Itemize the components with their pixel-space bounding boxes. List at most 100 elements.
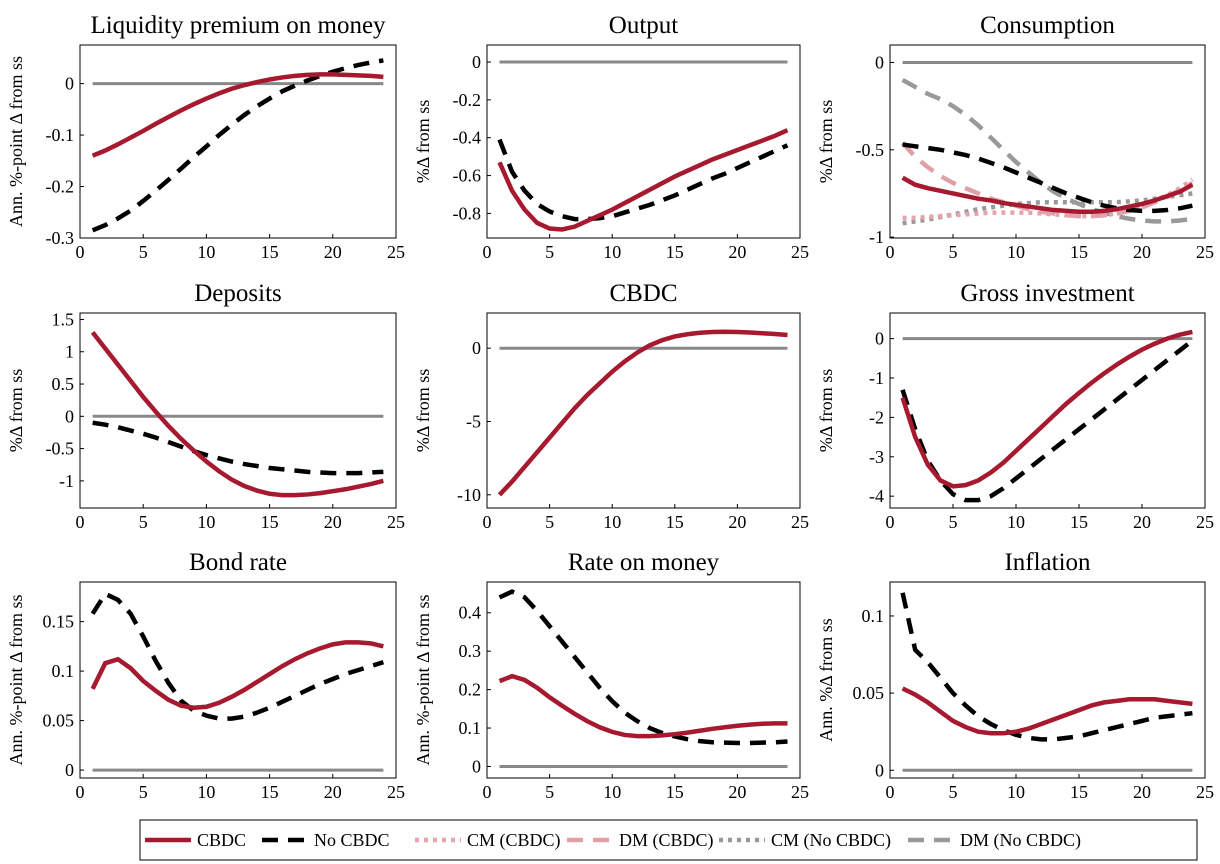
y-tick-label: 0.3 (459, 641, 482, 661)
x-tick-label: 20 (728, 512, 746, 532)
x-tick-label: 0 (483, 512, 492, 532)
x-tick-label: 25 (387, 512, 405, 532)
y-tick-label: 0 (472, 52, 481, 72)
y-tick-label: -5 (466, 411, 481, 431)
x-tick-label: 10 (197, 242, 215, 262)
x-tick-label: 20 (324, 512, 342, 532)
y-tick-label: -0.5 (856, 140, 885, 160)
x-tick-label: 0 (76, 512, 85, 532)
plot-area (487, 582, 800, 778)
y-tick-label: -1 (869, 368, 884, 388)
x-tick-label: 15 (666, 782, 684, 802)
y-tick-label: -0.2 (46, 177, 75, 197)
y-tick-label: 0.15 (43, 612, 75, 632)
x-tick-label: 15 (261, 512, 279, 532)
x-tick-label: 5 (545, 782, 554, 802)
y-tick-label: -1 (869, 227, 884, 247)
subplot: Inflation Ann. %Δ from ss 0 5 10 15 20 25 0 0.05 0… (816, 549, 1214, 802)
x-tick-label: 15 (666, 512, 684, 532)
subplot: Rate on money Ann. %-point Δ from ss 0 5 10 1… (413, 549, 809, 802)
y-tick-label: -4 (869, 486, 884, 506)
x-tick-label: 5 (949, 782, 958, 802)
legend-label: CM (No CBDC) (771, 830, 891, 851)
y-tick-label: -0.2 (453, 90, 482, 110)
x-tick-label: 20 (324, 242, 342, 262)
y-tick-label: 0 (875, 760, 884, 780)
x-tick-label: 10 (197, 512, 215, 532)
x-tick-label: 5 (949, 512, 958, 532)
y-tick-label: -0.6 (453, 166, 482, 186)
y-axis-label: Ann. %Δ from ss (816, 618, 836, 742)
x-tick-label: 0 (76, 782, 85, 802)
series-line (901, 175, 1194, 215)
series-line (901, 77, 1193, 224)
y-tick-label: 0 (65, 406, 74, 426)
y-tick-label: 1.5 (52, 309, 75, 329)
x-tick-label: 5 (545, 242, 554, 262)
subplot: Liquidity premium on money Ann. %-point Δ… (6, 12, 405, 262)
series-line (90, 591, 385, 721)
x-tick-label: 0 (483, 242, 492, 262)
axes-box (486, 44, 801, 239)
series-line (497, 138, 789, 222)
legend-label: CM (CBDC) (467, 830, 561, 851)
x-tick-label: 0 (483, 782, 492, 802)
legend-label: CBDC (197, 830, 246, 850)
x-tick-label: 10 (1007, 512, 1025, 532)
axes-box (79, 312, 397, 509)
subplot-title: Inflation (1004, 549, 1091, 576)
y-tick-label: 0.1 (862, 606, 885, 626)
x-tick-label: 20 (728, 242, 746, 262)
y-axis-label: %Δ from ss (816, 100, 836, 184)
y-tick-label: 0 (472, 756, 481, 776)
x-tick-label: 25 (387, 242, 405, 262)
series-line (90, 640, 384, 710)
x-tick-label: 5 (139, 512, 148, 532)
series-line (90, 330, 384, 498)
plot-area (80, 45, 396, 238)
series-line (901, 686, 1193, 736)
subplot: Gross investment %Δ from ss 0 5 10 15 20 25 -4 -3… (816, 280, 1214, 532)
x-tick-label: 20 (324, 782, 342, 802)
x-tick-label: 10 (1007, 782, 1025, 802)
series-line (900, 592, 1193, 742)
legend-label: DM (No CBDC) (960, 830, 1081, 851)
x-tick-label: 20 (1133, 512, 1151, 532)
plot-area (890, 45, 1205, 238)
subplot-title: Output (609, 12, 679, 39)
y-axis-label: Ann. %-point Δ from ss (6, 594, 26, 765)
axes-box (889, 312, 1206, 509)
x-tick-label: 15 (261, 782, 279, 802)
x-tick-label: 25 (791, 782, 809, 802)
y-tick-label: -2 (869, 407, 884, 427)
y-tick-label: -1 (59, 471, 74, 491)
x-tick-label: 25 (1196, 782, 1214, 802)
series-line (497, 128, 789, 232)
subplot: Deposits %Δ from ss 0 5 10 15 20 25 -1 -0.5 0 0.5 1 1… (6, 280, 405, 532)
subplot: Output %Δ from ss 0 5 10 15 20 25 -0.8 -0.6 -0.4 -0… (413, 12, 809, 262)
plot-area (80, 313, 396, 508)
x-tick-label: 25 (1196, 242, 1214, 262)
legend-box (139, 819, 1198, 861)
y-tick-label: -10 (457, 485, 481, 505)
y-tick-label: 0.4 (459, 603, 482, 623)
y-tick-label: -0.1 (46, 125, 75, 145)
x-tick-label: 15 (261, 242, 279, 262)
y-axis-label: %Δ from ss (816, 369, 836, 453)
series-line (497, 329, 788, 497)
y-tick-label: 0 (875, 52, 884, 72)
subplot: CBDC %Δ from ss 0 5 10 15 20 25 -10 -5 0 (413, 280, 809, 532)
series-line (92, 420, 384, 476)
y-tick-label: -0.5 (46, 439, 75, 459)
axes-box (889, 44, 1206, 239)
plot-area (890, 582, 1205, 778)
legend-label: No CBDC (314, 830, 390, 850)
x-tick-label: 0 (76, 242, 85, 262)
x-tick-label: 0 (886, 242, 895, 262)
axes-box (486, 581, 801, 779)
x-tick-label: 15 (1070, 242, 1088, 262)
y-axis-label: %Δ from ss (413, 369, 433, 453)
x-tick-label: 20 (728, 782, 746, 802)
y-axis-label: Ann. %-point Δ from ss (413, 594, 433, 765)
